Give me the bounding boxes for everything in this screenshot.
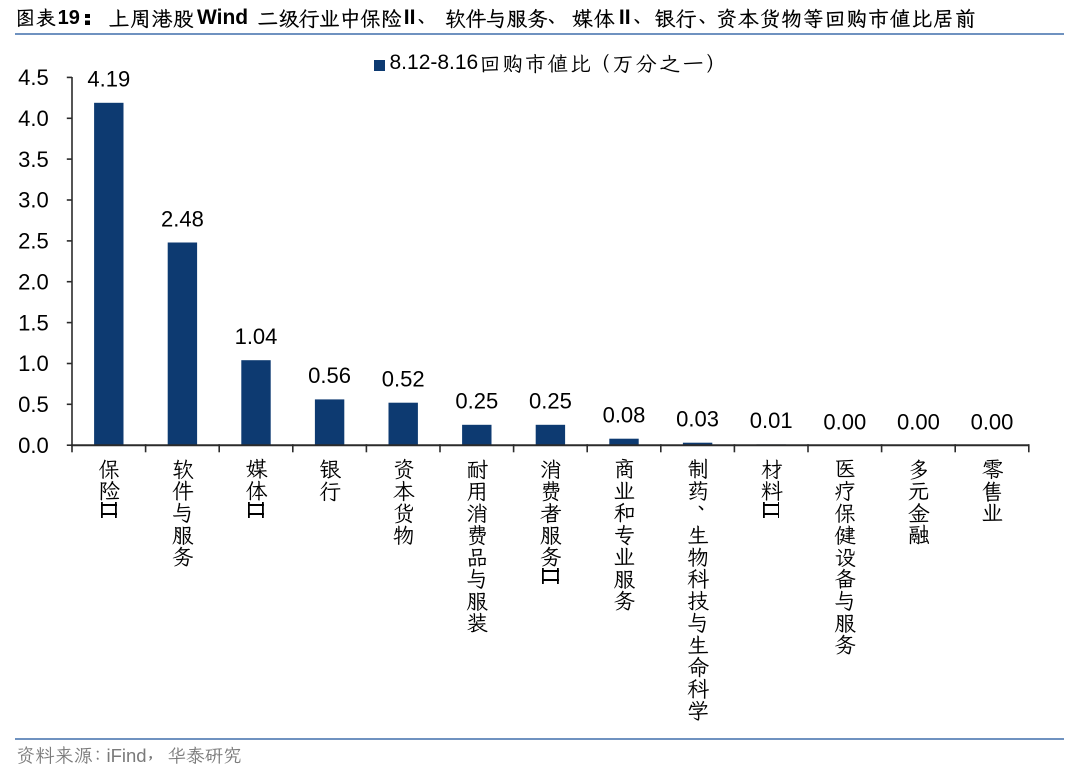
- svg-text:3.0: 3.0: [18, 188, 49, 213]
- svg-text:0.00: 0.00: [897, 410, 940, 435]
- svg-text:0.25: 0.25: [455, 389, 498, 414]
- svg-text:0.52: 0.52: [382, 367, 425, 392]
- svg-text:0.03: 0.03: [676, 407, 719, 432]
- svg-text:0.5: 0.5: [18, 392, 49, 417]
- svg-text:1.0: 1.0: [18, 351, 49, 376]
- svg-text:0.0: 0.0: [18, 433, 49, 458]
- svg-text:4.0: 4.0: [18, 106, 49, 131]
- svg-text:0.56: 0.56: [308, 363, 351, 388]
- svg-text:1.04: 1.04: [235, 324, 278, 349]
- svg-text:0.00: 0.00: [823, 410, 866, 435]
- svg-text:0.25: 0.25: [529, 389, 572, 414]
- svg-text:0.01: 0.01: [750, 408, 793, 433]
- svg-text:3.5: 3.5: [18, 147, 49, 172]
- svg-text:2.5: 2.5: [18, 229, 49, 254]
- svg-text:0.08: 0.08: [603, 403, 646, 428]
- svg-text:4.19: 4.19: [87, 67, 130, 92]
- svg-text:1.5: 1.5: [18, 310, 49, 335]
- svg-text:2.0: 2.0: [18, 269, 49, 294]
- svg-text:0.00: 0.00: [971, 410, 1014, 435]
- svg-text:2.48: 2.48: [161, 206, 204, 231]
- svg-text:4.5: 4.5: [18, 65, 49, 90]
